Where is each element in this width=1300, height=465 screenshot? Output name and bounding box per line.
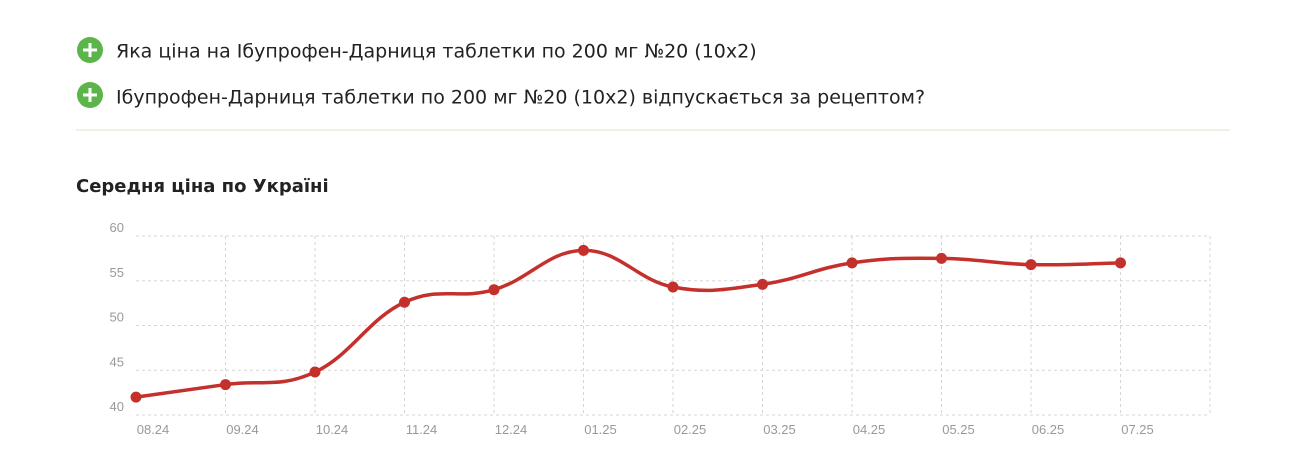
chart: 40 45 50 55 60 08.24 09.24 10.24 11.24 12.24 01.25…	[110, 220, 1211, 437]
x-tick-label: 02.25	[674, 422, 707, 437]
x-tick-label: 04.25	[853, 422, 886, 437]
price-point	[220, 379, 231, 391]
faq-question[interactable]: Ібупрофен-Дарниця таблетки по 200 мг №20…	[116, 87, 925, 109]
plus-sign	[83, 43, 97, 57]
y-tick-label: 40	[110, 399, 124, 414]
faq-question[interactable]: Яка ціна на Ібупрофен-Дарниця таблетки п…	[116, 41, 757, 63]
x-tick-label: 11.24	[406, 422, 438, 437]
y-tick-label: 55	[110, 265, 124, 280]
y-tick-label: 45	[110, 354, 124, 369]
x-tick-label: 10.24	[316, 422, 349, 437]
x-tick-label: 06.25	[1032, 422, 1065, 437]
price-point	[1025, 259, 1037, 271]
price-line	[135, 248, 1121, 399]
faq-item[interactable]: Ібупрофен-Дарниця таблетки по 200 мг №20…	[77, 82, 925, 109]
price-point	[130, 391, 142, 403]
price-point	[578, 244, 589, 256]
price-point	[488, 284, 500, 296]
y-tick-label: 60	[110, 220, 124, 235]
price-point	[399, 296, 410, 308]
price-point	[309, 366, 321, 378]
y-tick-label: 50	[110, 310, 124, 325]
price-point	[1115, 257, 1126, 269]
price-point	[846, 257, 858, 269]
chart-title: Середня ціна по Україні	[76, 176, 329, 197]
price-point	[757, 278, 768, 290]
price-point	[667, 281, 679, 293]
plus-sign	[83, 88, 97, 102]
x-tick-label: 01.25	[584, 422, 617, 437]
price-point	[936, 252, 947, 264]
x-tick-label: 05.25	[942, 422, 975, 437]
x-tick-label: 08.24	[137, 422, 170, 437]
x-tick-label: 03.25	[763, 422, 796, 437]
x-tick-label: 07.25	[1121, 422, 1154, 437]
faq-item[interactable]: Яка ціна на Ібупрофен-Дарниця таблетки п…	[77, 37, 757, 63]
x-tick-label: 12.24	[495, 422, 528, 437]
x-tick-label: 09.24	[226, 422, 259, 437]
